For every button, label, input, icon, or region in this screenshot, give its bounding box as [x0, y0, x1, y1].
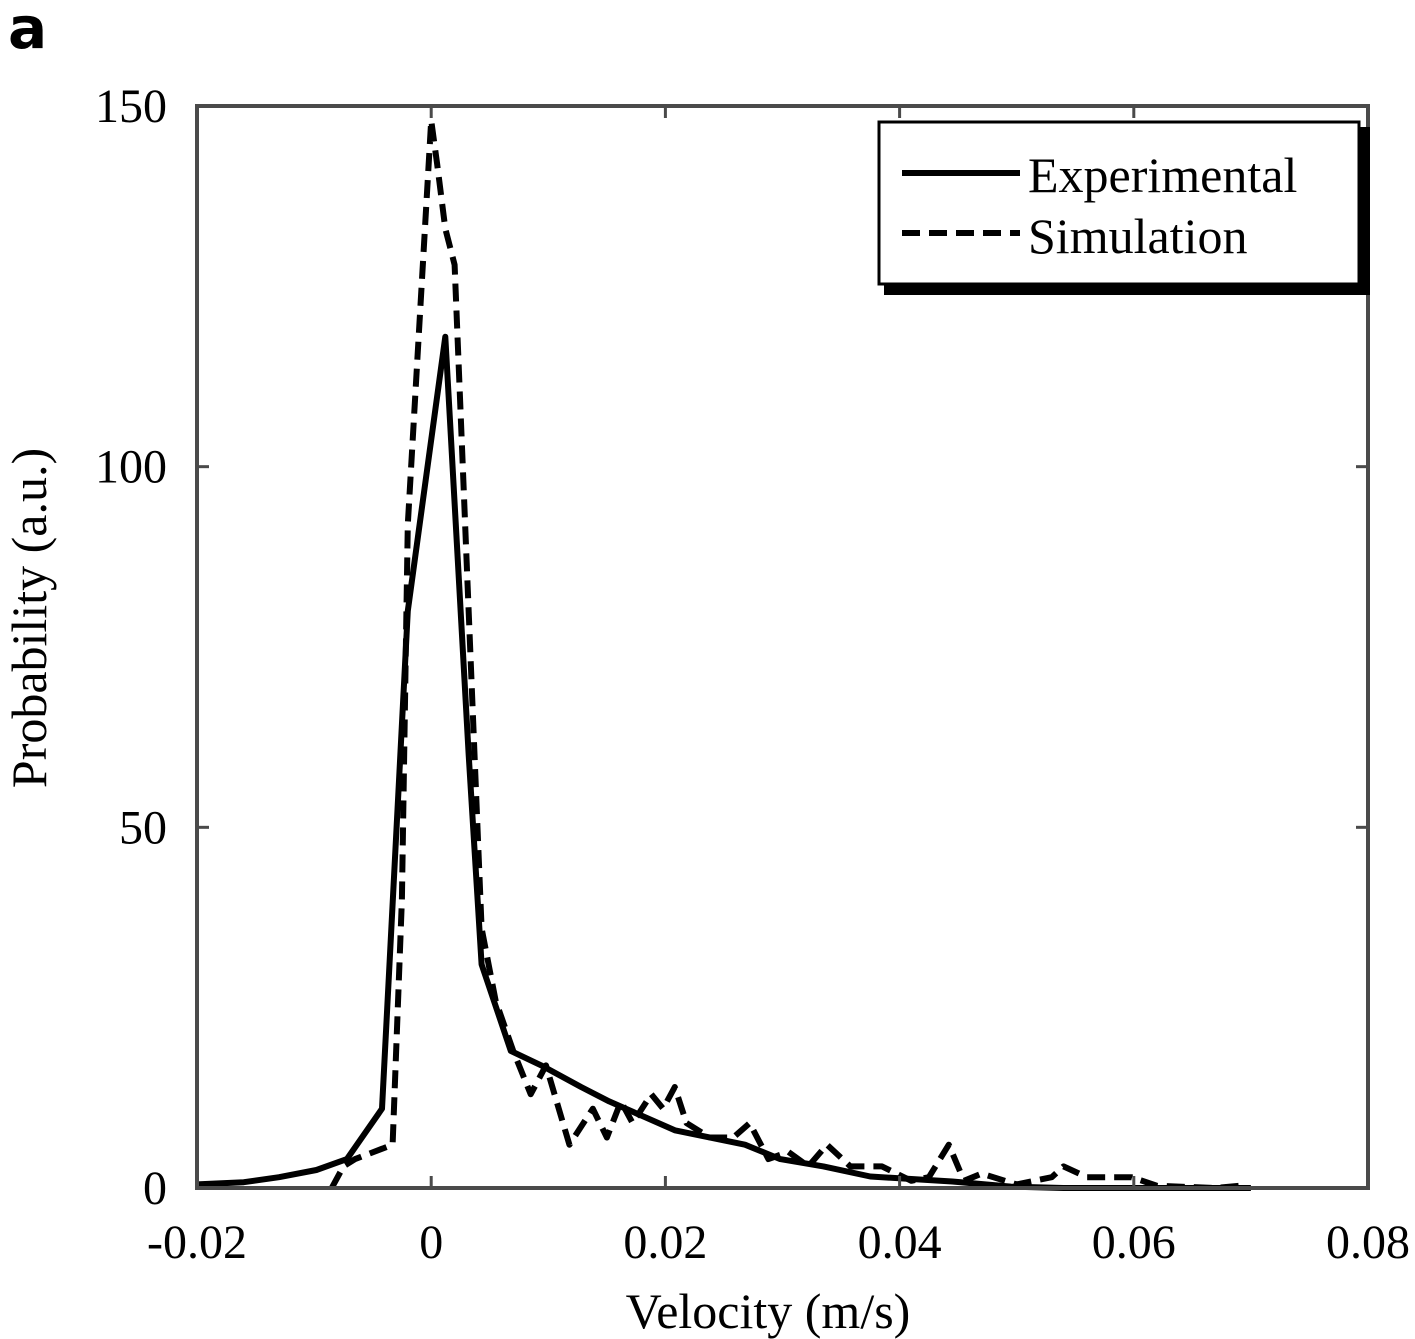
legend: Experimental Simulation — [877, 120, 1370, 295]
series-line-experimental — [196, 333, 1251, 1191]
x-tick-label: -0.02 — [147, 1216, 247, 1269]
x-tick-label: 0.02 — [623, 1216, 707, 1269]
y-axis-label: Probability (a.u.) — [1, 448, 57, 788]
panel-label: a — [8, 0, 47, 62]
series-line-simulation — [329, 117, 1240, 1191]
x-axis-label: Velocity (m/s) — [626, 1283, 911, 1339]
legend-box — [877, 120, 1361, 286]
x-tick-label: 0.06 — [1092, 1216, 1176, 1269]
axes-frame — [195, 104, 1370, 1190]
series-layer — [196, 117, 1251, 1191]
y-tick-label: 100 — [95, 441, 167, 494]
y-tick-label: 0 — [143, 1162, 167, 1215]
x-tick-label: 0.04 — [858, 1216, 942, 1269]
legend-label-experimental: Experimental — [1028, 147, 1297, 203]
y-tick-label: 50 — [119, 801, 167, 854]
y-tick-label: 150 — [95, 80, 167, 133]
legend-label-simulation: Simulation — [1028, 208, 1247, 264]
x-tick-label: 0 — [419, 1216, 443, 1269]
x-tick-label: 0.08 — [1326, 1216, 1410, 1269]
